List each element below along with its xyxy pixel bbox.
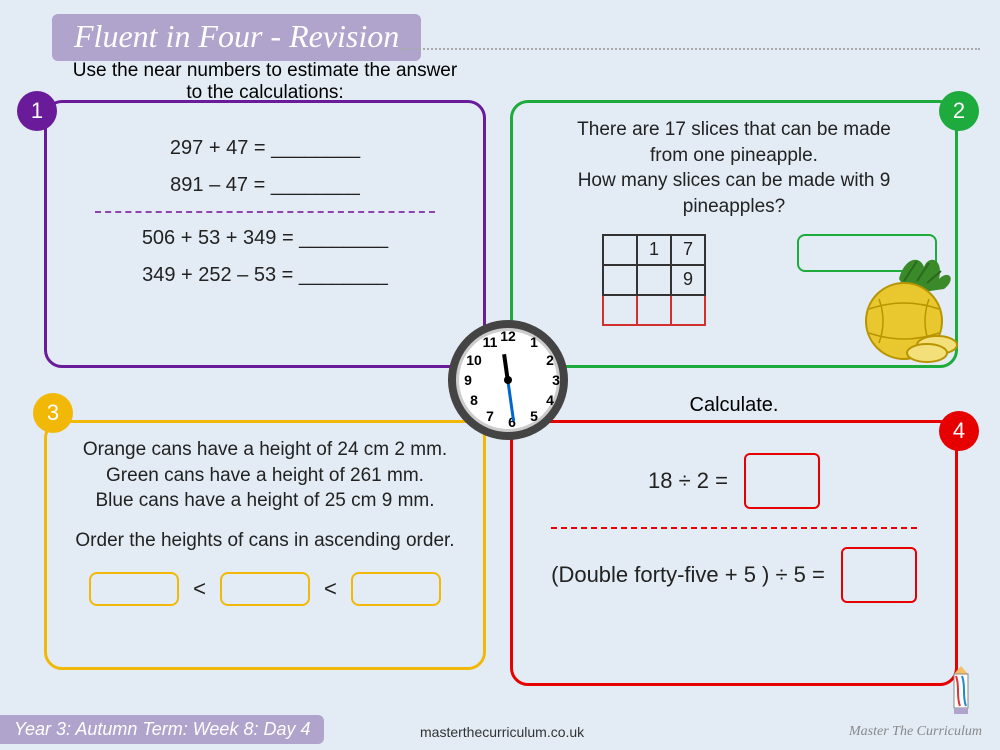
p3-line-3: Blue cans have a height of 25 cm 9 mm. xyxy=(65,488,465,514)
p1-separator xyxy=(95,211,435,213)
p4-eq-2: (Double forty-five + 5 ) ÷ 5 = xyxy=(551,562,825,588)
brand-label: Master The Curriculum xyxy=(849,724,982,740)
p3-line-2: Green cans have a height of 261 mm. xyxy=(65,463,465,489)
p3-slot-3[interactable] xyxy=(351,572,441,606)
p1-eq-2: 891 – 47 = ________ xyxy=(65,174,465,197)
footer-label: Year 3: Autumn Term: Week 8: Day 4 xyxy=(0,715,324,744)
p1-instruction: Use the near numbers to estimate the ans… xyxy=(44,60,486,104)
p2-line-3: How many slices can be made with 9 pinea… xyxy=(531,168,937,219)
p4-eq-1: 18 ÷ 2 = xyxy=(648,468,728,494)
less-than-1: < xyxy=(193,576,206,602)
panel-4: 4 18 ÷ 2 = (Double forty-five + 5 ) ÷ 5 … xyxy=(510,420,958,686)
p3-slot-2[interactable] xyxy=(220,572,310,606)
badge-2: 2 xyxy=(939,91,979,131)
p4-answer-1[interactable] xyxy=(744,453,820,509)
badge-4: 4 xyxy=(939,411,979,451)
panel-3: 3 Orange cans have a height of 24 cm 2 m… xyxy=(44,420,486,670)
pencil-icon xyxy=(952,666,970,716)
p3-slot-1[interactable] xyxy=(89,572,179,606)
p4-answer-2[interactable] xyxy=(841,547,917,603)
panel-1: 1 297 + 47 = ________ 891 – 47 = _______… xyxy=(44,100,486,368)
p1-eq-3: 506 + 53 + 349 = ________ xyxy=(65,227,465,250)
p3-order-row: < < xyxy=(65,572,465,606)
less-than-2: < xyxy=(324,576,337,602)
p3-line-1: Orange cans have a height of 24 cm 2 mm. xyxy=(65,437,465,463)
title-dotted-rule xyxy=(400,48,980,50)
badge-3: 3 xyxy=(33,393,73,433)
site-url: masterthecurriculum.co.uk xyxy=(420,724,584,740)
multiplication-grid: 17 9 xyxy=(602,234,706,326)
p4-separator xyxy=(551,527,917,529)
badge-1: 1 xyxy=(17,91,57,131)
p2-line-1: There are 17 slices that can be made xyxy=(531,117,937,143)
pineapple-icon xyxy=(809,249,959,369)
p4-heading: Calculate. xyxy=(510,394,958,417)
p1-eq-1: 297 + 47 = ________ xyxy=(65,137,465,160)
panel-2: 2 There are 17 slices that can be made f… xyxy=(510,100,958,368)
page-title: Fluent in Four - Revision xyxy=(52,14,421,61)
clock-icon: 12 1 2 3 4 5 6 7 8 9 10 11 xyxy=(448,320,568,440)
p1-eq-4: 349 + 252 – 53 = ________ xyxy=(65,264,465,287)
p2-line-2: from one pineapple. xyxy=(531,143,937,169)
p3-line-4: Order the heights of cans in ascending o… xyxy=(65,528,465,554)
